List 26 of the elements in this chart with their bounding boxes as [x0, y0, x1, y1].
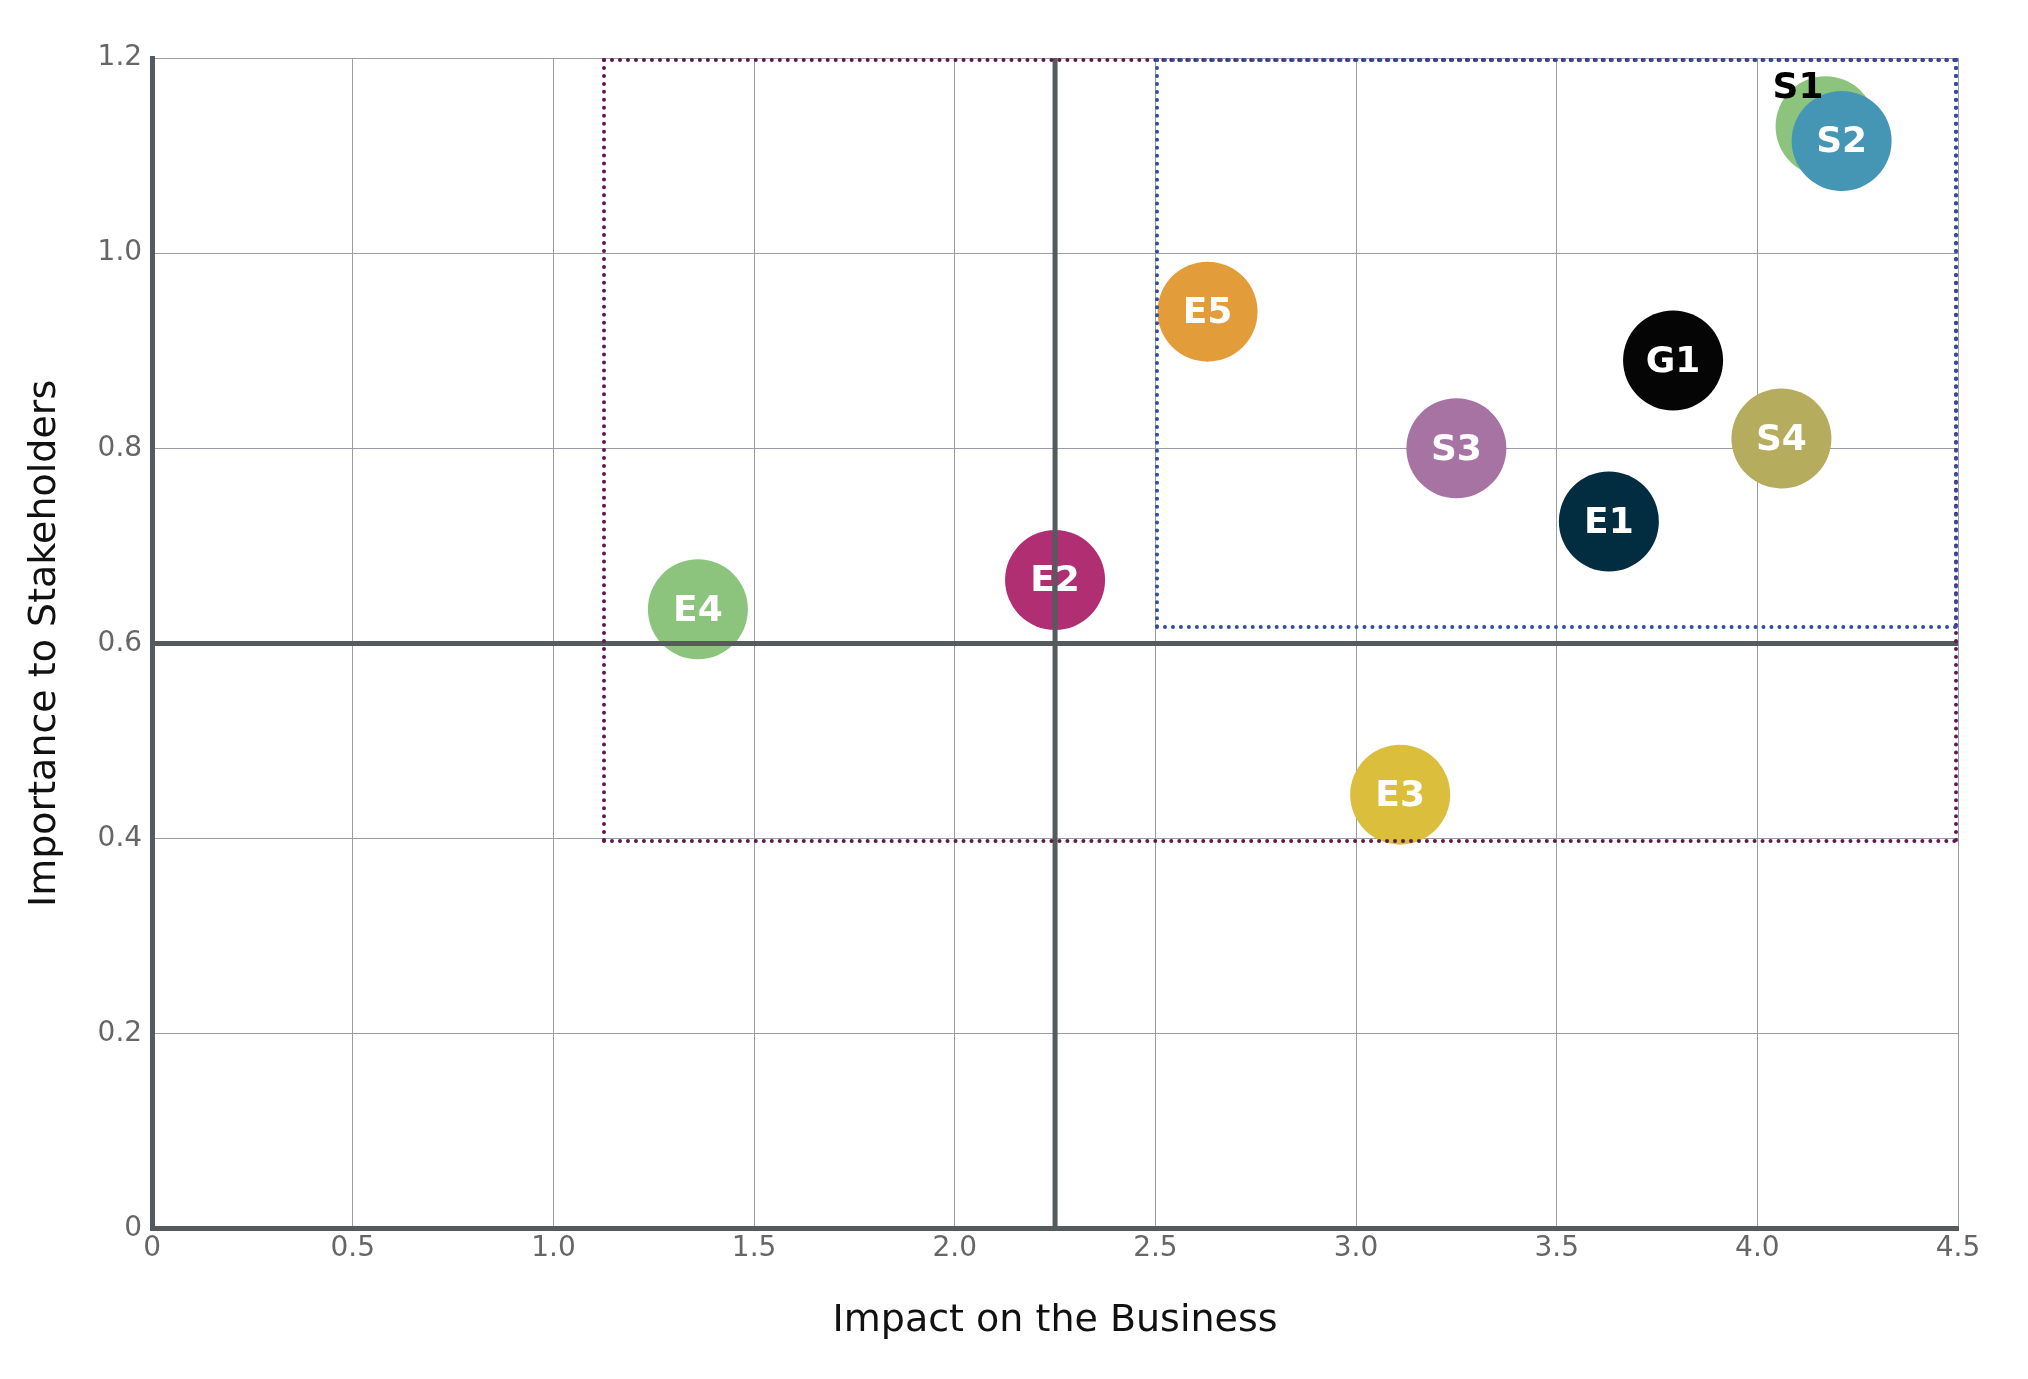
y-tick-label: 0.4	[97, 819, 143, 853]
x-tick-label: 4.5	[1935, 1229, 1981, 1263]
x-tick-label: 2.0	[932, 1229, 977, 1263]
x-tick-label: 4.0	[1735, 1229, 1780, 1263]
x-tick-label: 1.5	[731, 1229, 777, 1263]
y-tick-label: 0.6	[97, 624, 143, 658]
y-axis-title: Importance to Stakeholders	[19, 379, 64, 908]
x-tick-label: 2.5	[1133, 1229, 1178, 1263]
x-tick-label: 0.5	[330, 1229, 376, 1263]
x-tick-label: 3.5	[1534, 1229, 1579, 1263]
x-tick-label: 3.0	[1333, 1229, 1379, 1263]
series-label: S4	[1755, 416, 1807, 458]
series-label: E3	[1375, 772, 1426, 814]
y-tick-label: 1.2	[97, 39, 143, 73]
y-tick-label: 0.2	[97, 1014, 143, 1048]
y-tick-label: 0.8	[97, 429, 143, 463]
series-label: E5	[1182, 290, 1233, 332]
series-label: E1	[1584, 499, 1634, 541]
series-label: G1	[1645, 338, 1701, 380]
y-tick-label: 1.0	[97, 234, 143, 268]
x-axis-title: Impact on the Business	[832, 1296, 1278, 1341]
series-label: E4	[673, 587, 723, 629]
series-label: E2	[1030, 558, 1080, 600]
series-label: S3	[1430, 426, 1482, 468]
x-tick-label: 1.0	[531, 1229, 576, 1263]
series-label: S2	[1816, 119, 1868, 161]
